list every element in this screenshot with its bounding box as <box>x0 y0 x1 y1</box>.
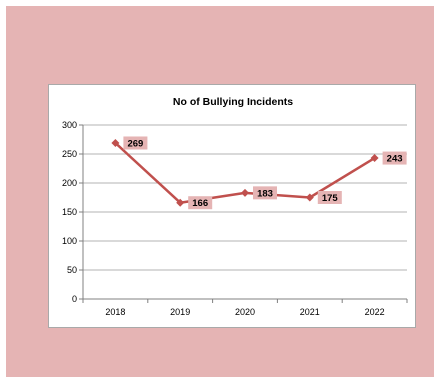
chart-title: No of Bullying Incidents <box>173 96 293 108</box>
data-label: 175 <box>322 193 339 204</box>
x-tick-label: 2022 <box>365 307 385 317</box>
line-chart: No of Bullying Incidents 0 50 100 150 200 250… <box>62 96 408 317</box>
slide-background: No of Bullying Incidents 0 50 100 150 200 250… <box>6 6 434 377</box>
x-tick-label: 2019 <box>170 307 190 317</box>
x-tick-label: 2021 <box>300 307 320 317</box>
y-tick-label: 0 <box>72 294 77 304</box>
data-label-background <box>317 191 342 204</box>
data-point-marker <box>176 198 185 207</box>
data-point-marker <box>241 188 249 197</box>
x-tick-labels: 2018 2019 2020 2021 2022 <box>105 307 384 317</box>
data-labels: 269 166 183 175 243 <box>123 136 407 210</box>
data-label: 183 <box>257 188 273 199</box>
chart-area: No of Bullying Incidents 0 50 100 150 200 250… <box>48 84 416 328</box>
data-point-marker <box>370 154 379 163</box>
x-tick-label: 2020 <box>235 307 255 317</box>
y-tick-label: 100 <box>62 236 77 246</box>
data-point-marker <box>305 193 314 202</box>
data-label: 243 <box>387 154 403 165</box>
data-label-background <box>382 151 407 165</box>
data-label-background <box>123 136 148 150</box>
x-tick-label: 2018 <box>105 307 125 317</box>
gridlines <box>83 124 407 271</box>
y-tick-label: 50 <box>67 265 77 275</box>
series-group <box>111 138 379 207</box>
y-tick-label: 300 <box>62 120 77 130</box>
data-label: 269 <box>127 138 143 149</box>
y-tick-label: 150 <box>62 207 77 217</box>
data-label-background <box>188 196 213 210</box>
y-tick-label: 250 <box>62 149 77 159</box>
axes <box>79 124 408 303</box>
data-label-background <box>253 186 277 200</box>
y-tick-label: 200 <box>62 178 77 188</box>
data-label: 166 <box>192 198 208 209</box>
data-point-marker <box>111 138 120 147</box>
y-tick-labels: 0 50 100 150 200 250 300 <box>62 120 77 304</box>
